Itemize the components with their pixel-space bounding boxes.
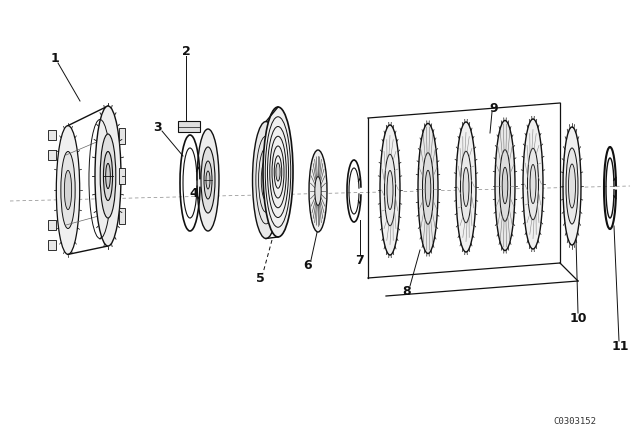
Ellipse shape: [106, 164, 110, 189]
Bar: [48, 150, 56, 160]
Text: 7: 7: [356, 254, 364, 267]
Bar: [48, 240, 56, 250]
Ellipse shape: [463, 168, 469, 207]
Ellipse shape: [563, 127, 581, 245]
Ellipse shape: [385, 154, 396, 226]
Text: 4: 4: [189, 186, 198, 199]
Ellipse shape: [461, 151, 472, 223]
Ellipse shape: [425, 170, 431, 207]
Ellipse shape: [499, 150, 511, 221]
Ellipse shape: [418, 124, 438, 254]
Text: 9: 9: [490, 102, 499, 115]
Ellipse shape: [422, 153, 433, 224]
Ellipse shape: [566, 148, 578, 224]
Ellipse shape: [523, 119, 543, 249]
Ellipse shape: [315, 177, 321, 205]
Ellipse shape: [502, 167, 508, 204]
Text: 8: 8: [403, 284, 412, 297]
Ellipse shape: [527, 148, 538, 220]
Ellipse shape: [530, 164, 536, 203]
Ellipse shape: [495, 121, 515, 250]
Ellipse shape: [197, 129, 219, 231]
Ellipse shape: [100, 134, 116, 218]
Ellipse shape: [380, 125, 400, 255]
Ellipse shape: [456, 122, 476, 252]
Ellipse shape: [264, 172, 268, 188]
Text: 6: 6: [304, 258, 312, 271]
Bar: [119, 168, 125, 184]
Ellipse shape: [56, 125, 80, 254]
Ellipse shape: [104, 151, 113, 201]
Text: C0303152: C0303152: [553, 417, 596, 426]
Ellipse shape: [568, 164, 575, 208]
Text: 5: 5: [255, 271, 264, 284]
Bar: [119, 128, 125, 144]
Ellipse shape: [253, 121, 280, 238]
Bar: [48, 220, 56, 230]
Text: 2: 2: [182, 44, 190, 57]
Ellipse shape: [387, 171, 393, 210]
Ellipse shape: [201, 147, 215, 213]
Bar: [119, 208, 125, 224]
Ellipse shape: [309, 150, 327, 232]
Ellipse shape: [61, 151, 75, 228]
Ellipse shape: [276, 163, 280, 181]
Bar: [178, 121, 200, 132]
Text: 11: 11: [611, 340, 628, 353]
Text: 3: 3: [154, 121, 163, 134]
Text: 1: 1: [51, 52, 60, 65]
Ellipse shape: [263, 107, 293, 237]
Ellipse shape: [204, 161, 212, 199]
Text: 10: 10: [569, 311, 587, 324]
Ellipse shape: [65, 170, 72, 210]
Ellipse shape: [95, 106, 121, 246]
Ellipse shape: [206, 171, 210, 189]
Bar: [48, 130, 56, 140]
